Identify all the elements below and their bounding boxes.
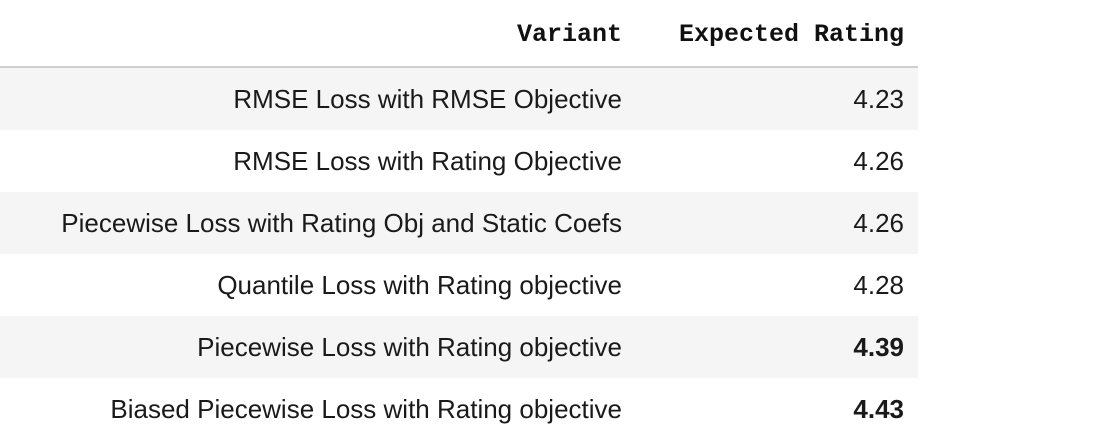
table-row: RMSE Loss with RMSE Objective 4.23 <box>0 67 918 130</box>
table-row: Biased Piecewise Loss with Rating object… <box>0 378 918 440</box>
cell-rating: 4.28 <box>636 254 918 316</box>
results-table: Variant Expected Rating RMSE Loss with R… <box>0 4 918 440</box>
cell-variant: RMSE Loss with RMSE Objective <box>0 67 636 130</box>
cell-rating: 4.26 <box>636 192 918 254</box>
header-variant: Variant <box>0 4 636 68</box>
table-row: Piecewise Loss with Rating objective 4.3… <box>0 316 918 378</box>
table-row: Quantile Loss with Rating objective 4.28 <box>0 254 918 316</box>
header-expected-rating: Expected Rating <box>636 4 918 68</box>
table-header: Variant Expected Rating <box>0 4 918 68</box>
cell-variant: Biased Piecewise Loss with Rating object… <box>0 378 636 440</box>
cell-variant: RMSE Loss with Rating Objective <box>0 130 636 192</box>
cell-rating: 4.26 <box>636 130 918 192</box>
cell-variant: Piecewise Loss with Rating Obj and Stati… <box>0 192 636 254</box>
cell-rating: 4.39 <box>636 316 918 378</box>
header-row: Variant Expected Rating <box>0 4 918 68</box>
cell-variant: Piecewise Loss with Rating objective <box>0 316 636 378</box>
table-row: RMSE Loss with Rating Objective 4.26 <box>0 130 918 192</box>
cell-rating: 4.23 <box>636 67 918 130</box>
table-body: RMSE Loss with RMSE Objective 4.23 RMSE … <box>0 67 918 440</box>
table-row: Piecewise Loss with Rating Obj and Stati… <box>0 192 918 254</box>
cell-rating: 4.43 <box>636 378 918 440</box>
cell-variant: Quantile Loss with Rating objective <box>0 254 636 316</box>
